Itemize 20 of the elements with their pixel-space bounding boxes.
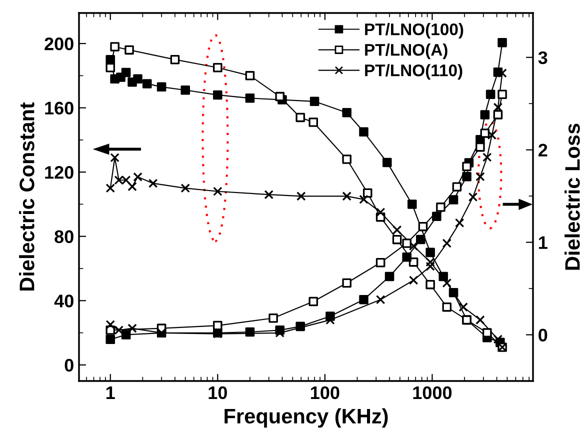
y2-tick-label: 2 (538, 144, 548, 156)
y2-axis-title: Dielectric Loss (564, 124, 580, 270)
x-tick-label: 100 (311, 386, 340, 400)
y2-tick-label: 1 (539, 236, 548, 249)
legend-label: PT/LNO(A) (365, 44, 448, 60)
y-axis-title: Dielectric Constant (19, 102, 34, 291)
y-tick-label: 160 (45, 102, 74, 115)
x-tick-label: 1 (106, 386, 115, 399)
legend-label: PT/LNO(110) (365, 64, 462, 80)
y2-tick-label: 3 (538, 51, 548, 64)
x-axis-title: Frequency (KHz) (224, 408, 388, 428)
y-tick-label: 80 (54, 230, 74, 244)
x-tick-label: 1000 (413, 386, 452, 400)
legend-label: PT/LNO(100) (365, 23, 464, 39)
y-tick-label: 40 (54, 294, 74, 308)
y-tick-label: 0 (64, 358, 74, 372)
y2-tick-label: 0 (538, 328, 548, 342)
y-tick-label: 120 (45, 166, 74, 179)
x-tick-label: 10 (208, 386, 227, 400)
y-tick-label: 200 (44, 37, 74, 50)
